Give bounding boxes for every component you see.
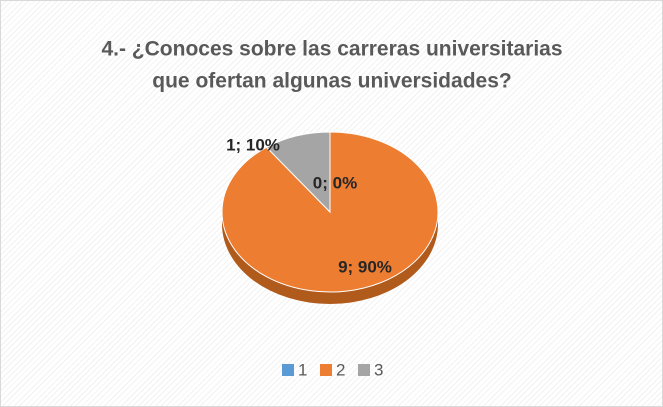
pie-slice xyxy=(221,131,439,293)
legend-label: 1 xyxy=(298,360,307,379)
chart-title: que ofertan algunas universidades? xyxy=(152,70,511,93)
legend-swatch xyxy=(358,364,370,376)
chart-title: 4.- ¿Conoces sobre las carreras universi… xyxy=(101,38,562,61)
data-label: 0; 0% xyxy=(313,173,357,192)
legend-swatch xyxy=(282,364,294,376)
pie-slice xyxy=(265,131,331,214)
data-label: 1; 10% xyxy=(226,135,280,154)
data-label: 9; 90% xyxy=(338,257,392,276)
legend-label: 3 xyxy=(374,360,383,379)
legend-swatch xyxy=(320,364,332,376)
legend-label: 2 xyxy=(336,360,345,379)
